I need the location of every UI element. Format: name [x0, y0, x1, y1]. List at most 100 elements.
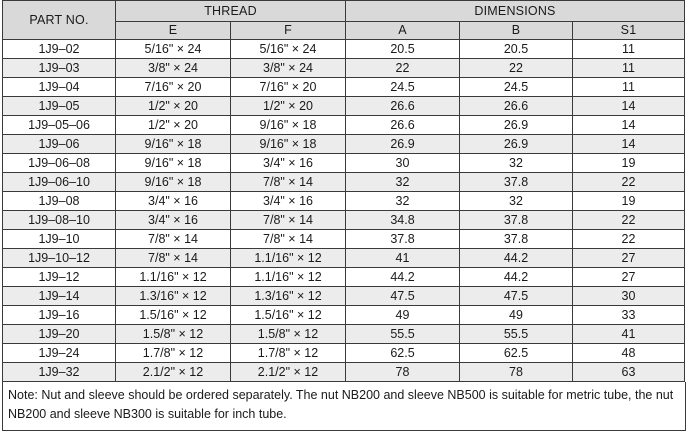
dim-b-cell: 44.2 — [459, 248, 573, 268]
table-row: 1J9–10 7/8" × 14 7/8" × 14 37.8 37.8 22 — [2, 229, 686, 249]
part-no-cell: 1J9–04 — [2, 77, 116, 97]
part-no-cell: 1J9–05 — [2, 96, 116, 116]
dim-s1-cell: 11 — [571, 39, 686, 59]
dim-s1-cell: 19 — [571, 191, 686, 211]
thread-e-cell: 1.7/8" × 12 — [115, 343, 231, 363]
dim-a-cell: 62.5 — [345, 343, 460, 363]
table-header: PART NO. THREAD DIMENSIONS E F A B S1 — [2, 0, 686, 40]
header-s1: S1 — [571, 21, 686, 40]
thread-f-cell: 2.1/2" × 12 — [230, 362, 346, 382]
dim-a-cell: 26.6 — [345, 115, 460, 135]
thread-f-cell: 9/16" × 18 — [230, 115, 346, 135]
dim-a-cell: 20.5 — [345, 39, 460, 59]
thread-e-cell: 1.3/16" × 12 — [115, 286, 231, 306]
thread-f-cell: 1.5/8" × 12 — [230, 324, 346, 344]
dim-b-cell: 22 — [459, 58, 573, 78]
thread-e-cell: 9/16" × 18 — [115, 172, 231, 192]
table-row: 1J9–06–10 9/16" × 18 7/8" × 14 32 37.8 22 — [2, 172, 686, 192]
part-no-cell: 1J9–08–10 — [2, 210, 116, 230]
part-no-cell: 1J9–14 — [2, 286, 116, 306]
dim-a-cell: 26.6 — [345, 96, 460, 116]
dim-s1-cell: 27 — [571, 267, 686, 287]
dim-a-cell: 34.8 — [345, 210, 460, 230]
table-row: 1J9–05 1/2" × 20 1/2" × 20 26.6 26.6 14 — [2, 96, 686, 116]
ordering-note: Note: Nut and sleeve should be ordered s… — [2, 382, 686, 431]
dim-b-cell: 32 — [459, 191, 573, 211]
table-row: 1J9–12 1.1/16" × 12 1.1/16" × 12 44.2 44.2 27 — [2, 267, 686, 287]
thread-f-cell: 1.3/16" × 12 — [230, 286, 346, 306]
table-row: 1J9–02 5/16" × 24 5/16" × 24 20.5 20.5 11 — [2, 39, 686, 59]
dim-b-cell: 20.5 — [459, 39, 573, 59]
thread-e-cell: 3/8" × 24 — [115, 58, 231, 78]
thread-f-cell: 5/16" × 24 — [230, 39, 346, 59]
thread-e-cell: 1.5/16" × 12 — [115, 305, 231, 325]
part-no-cell: 1J9–10 — [2, 229, 116, 249]
table-row: 1J9–08–10 3/4" × 16 7/8" × 14 34.8 37.8 22 — [2, 210, 686, 230]
thread-e-cell: 1.5/8" × 12 — [115, 324, 231, 344]
thread-f-cell: 3/4" × 16 — [230, 153, 346, 173]
thread-e-cell: 3/4" × 16 — [115, 210, 231, 230]
header-thread: THREAD — [115, 0, 346, 22]
thread-f-cell: 3/8" × 24 — [230, 58, 346, 78]
dim-s1-cell: 14 — [571, 115, 686, 135]
dim-a-cell: 49 — [345, 305, 460, 325]
table-row: 1J9–20 1.5/8" × 12 1.5/8" × 12 55.5 55.5 41 — [2, 324, 686, 344]
table-row: 1J9–14 1.3/16" × 12 1.3/16" × 12 47.5 47.5 30 — [2, 286, 686, 306]
thread-f-cell: 9/16" × 18 — [230, 134, 346, 154]
dim-s1-cell: 22 — [571, 172, 686, 192]
dim-a-cell: 55.5 — [345, 324, 460, 344]
dim-s1-cell: 22 — [571, 210, 686, 230]
dim-b-cell: 78 — [459, 362, 573, 382]
part-no-cell: 1J9–16 — [2, 305, 116, 325]
part-no-cell: 1J9–12 — [2, 267, 116, 287]
table-row: 1J9–06 9/16" × 18 9/16" × 18 26.9 26.9 14 — [2, 134, 686, 154]
dim-b-cell: 62.5 — [459, 343, 573, 363]
thread-e-cell: 3/4" × 16 — [115, 191, 231, 211]
dim-a-cell: 37.8 — [345, 229, 460, 249]
table-row: 1J9–04 7/16" × 20 7/16" × 20 24.5 24.5 11 — [2, 77, 686, 97]
table-row: 1J9–08 3/4" × 16 3/4" × 16 32 32 19 — [2, 191, 686, 211]
dim-a-cell: 32 — [345, 191, 460, 211]
dim-a-cell: 26.9 — [345, 134, 460, 154]
thread-e-cell: 1/2" × 20 — [115, 115, 231, 135]
dim-s1-cell: 33 — [571, 305, 686, 325]
dim-b-cell: 32 — [459, 153, 573, 173]
table-row: 1J9–16 1.5/16" × 12 1.5/16" × 12 49 49 33 — [2, 305, 686, 325]
dim-a-cell: 30 — [345, 153, 460, 173]
table-row: 1J9–06–08 9/16" × 18 3/4" × 16 30 32 19 — [2, 153, 686, 173]
dim-s1-cell: 22 — [571, 229, 686, 249]
dim-a-cell: 41 — [345, 248, 460, 268]
part-no-cell: 1J9–10–12 — [2, 248, 116, 268]
dim-b-cell: 49 — [459, 305, 573, 325]
thread-e-cell: 1.1/16" × 12 — [115, 267, 231, 287]
part-no-cell: 1J9–08 — [2, 191, 116, 211]
thread-e-cell: 7/16" × 20 — [115, 77, 231, 97]
table-row: 1J9–10–12 7/8" × 14 1.1/16" × 12 41 44.2 27 — [2, 248, 686, 268]
part-no-cell: 1J9–32 — [2, 362, 116, 382]
spec-sheet: PART NO. THREAD DIMENSIONS E F A B S1 1J… — [2, 0, 686, 431]
thread-e-cell: 9/16" × 18 — [115, 153, 231, 173]
thread-e-cell: 7/8" × 14 — [115, 248, 231, 268]
thread-f-cell: 1.1/16" × 12 — [230, 248, 346, 268]
dim-b-cell: 37.8 — [459, 210, 573, 230]
table-body: 1J9–02 5/16" × 24 5/16" × 24 20.5 20.5 11 1J9–… — [2, 39, 686, 382]
table-row: 1J9–32 2.1/2" × 12 2.1/2" × 12 78 78 63 — [2, 362, 686, 382]
dim-b-cell: 26.9 — [459, 134, 573, 154]
dim-s1-cell: 41 — [571, 324, 686, 344]
part-no-cell: 1J9–06–10 — [2, 172, 116, 192]
dim-s1-cell: 30 — [571, 286, 686, 306]
dim-s1-cell: 14 — [571, 96, 686, 116]
part-no-cell: 1J9–06–08 — [2, 153, 116, 173]
dim-b-cell: 55.5 — [459, 324, 573, 344]
dim-b-cell: 37.8 — [459, 229, 573, 249]
dim-b-cell: 37.8 — [459, 172, 573, 192]
thread-f-cell: 7/8" × 14 — [230, 172, 346, 192]
thread-f-cell: 1.7/8" × 12 — [230, 343, 346, 363]
part-no-cell: 1J9–24 — [2, 343, 116, 363]
table-row: 1J9–24 1.7/8" × 12 1.7/8" × 12 62.5 62.5 48 — [2, 343, 686, 363]
dim-s1-cell: 27 — [571, 248, 686, 268]
thread-e-cell: 7/8" × 14 — [115, 229, 231, 249]
dim-a-cell: 47.5 — [345, 286, 460, 306]
header-part-no: PART NO. — [2, 0, 116, 40]
table-row: 1J9–03 3/8" × 24 3/8" × 24 22 22 11 — [2, 58, 686, 78]
